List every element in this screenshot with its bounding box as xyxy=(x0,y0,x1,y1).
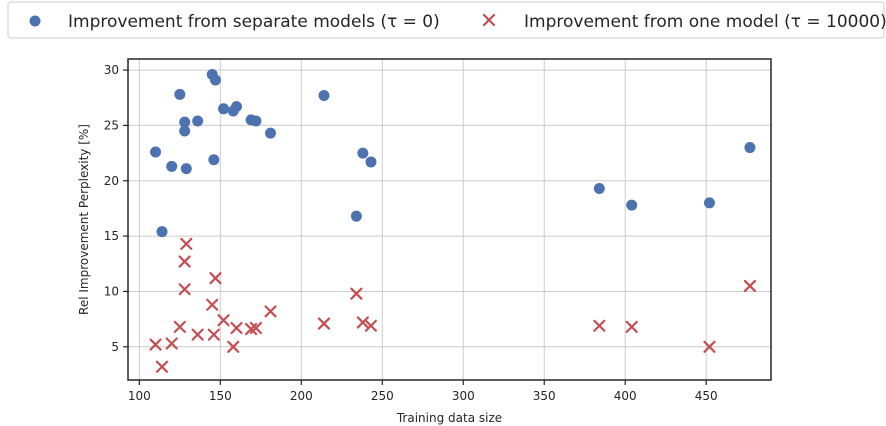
point-one-model xyxy=(149,338,162,351)
point-separate-models xyxy=(174,88,186,100)
legend-marker-series-2 xyxy=(482,13,496,27)
point-one-model xyxy=(209,272,222,285)
point-separate-models xyxy=(593,183,605,195)
y-axis-label: Rel Improvement Perplexity [%] xyxy=(77,124,91,315)
point-separate-models xyxy=(179,116,191,128)
x-tick-label: 150 xyxy=(209,389,232,403)
point-separate-models xyxy=(744,142,756,154)
x-axis-label: Training data size xyxy=(396,411,502,425)
point-one-model xyxy=(180,237,193,250)
legend-label-series-2: Improvement from one model (τ = 10000) xyxy=(524,12,886,32)
point-separate-models xyxy=(218,103,230,115)
x-tick-label: 450 xyxy=(695,389,718,403)
point-one-model xyxy=(191,328,204,341)
point-separate-models xyxy=(265,127,277,139)
point-separate-models xyxy=(156,226,168,238)
y-tick-label: 15 xyxy=(104,229,119,243)
point-one-model xyxy=(625,320,638,333)
point-separate-models xyxy=(208,154,220,166)
point-one-model xyxy=(356,316,369,329)
point-one-model xyxy=(173,320,186,333)
point-separate-models xyxy=(318,90,330,102)
point-separate-models xyxy=(166,160,178,172)
y-tick-label: 10 xyxy=(104,284,119,298)
point-separate-models xyxy=(150,146,162,158)
legend-marker-series-1 xyxy=(29,15,41,27)
point-one-model xyxy=(593,319,606,332)
x-tick-label: 400 xyxy=(614,389,637,403)
point-separate-models xyxy=(357,147,369,159)
point-one-model xyxy=(743,279,757,293)
point-one-model xyxy=(230,321,243,335)
axis-ticks: 100 150 200 250 300 350 400 450 5 10 15 20 25 30 xyxy=(104,63,718,403)
point-separate-models xyxy=(250,115,262,127)
point-separate-models xyxy=(703,197,715,209)
plot-frame xyxy=(127,58,772,381)
y-tick-label: 5 xyxy=(111,340,119,354)
x-tick-label: 300 xyxy=(452,389,475,403)
y-tick-label: 20 xyxy=(104,174,119,188)
y-tick-label: 25 xyxy=(104,118,119,132)
point-one-model xyxy=(165,337,178,350)
point-one-model xyxy=(178,283,191,296)
point-separate-models xyxy=(180,163,192,175)
point-one-model xyxy=(178,255,191,268)
point-one-model xyxy=(227,340,240,353)
x-tick-label: 100 xyxy=(128,389,151,403)
x-tick-label: 200 xyxy=(290,389,313,403)
legend-label-series-1: Improvement from separate models (τ = 0) xyxy=(68,12,440,32)
point-one-model xyxy=(364,319,378,332)
point-one-model xyxy=(206,298,219,311)
point-one-model xyxy=(249,321,263,335)
point-separate-models xyxy=(231,101,243,113)
point-one-model xyxy=(155,360,169,373)
point-one-model xyxy=(264,305,277,318)
point-separate-models xyxy=(626,199,638,211)
x-tick-label: 350 xyxy=(533,389,556,403)
point-one-model xyxy=(317,317,331,330)
data-points xyxy=(149,68,757,373)
point-separate-models xyxy=(209,74,221,86)
grid-lines xyxy=(128,59,771,380)
point-separate-models xyxy=(350,210,362,222)
point-separate-models xyxy=(365,156,377,168)
y-tick-label: 30 xyxy=(104,63,119,77)
legend-frame xyxy=(7,1,885,39)
point-one-model xyxy=(217,314,230,327)
point-one-model xyxy=(207,328,220,341)
point-separate-models xyxy=(192,115,204,127)
point-one-model xyxy=(350,287,363,300)
legend: Improvement from separate models (τ = 0)… xyxy=(7,1,886,39)
point-one-model xyxy=(703,340,716,353)
x-tick-label: 250 xyxy=(371,389,394,403)
point-separate-models xyxy=(179,125,191,137)
